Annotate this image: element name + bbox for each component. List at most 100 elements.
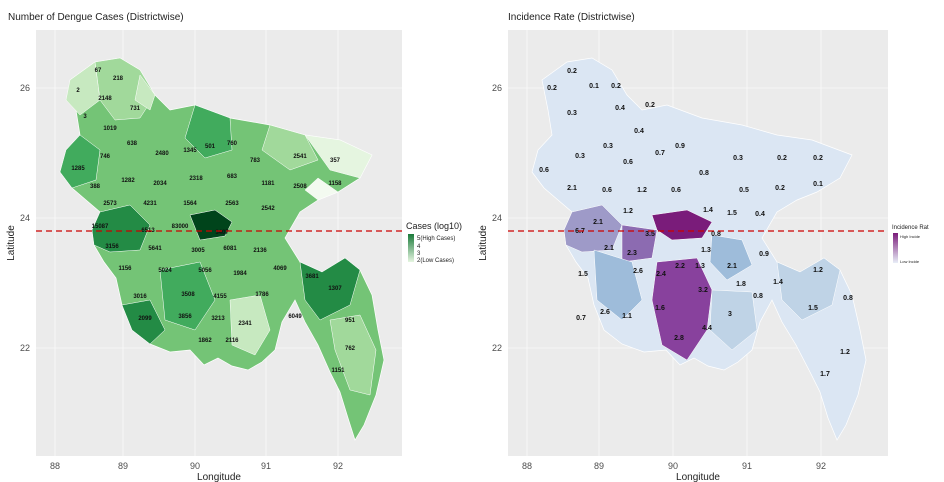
svg-text:731: 731 (130, 106, 141, 112)
left-y-ticks: 26 24 22 (20, 83, 30, 353)
svg-text:388: 388 (90, 184, 101, 190)
svg-text:2480: 2480 (155, 151, 169, 157)
svg-text:2116: 2116 (225, 338, 239, 344)
svg-text:3005: 3005 (191, 248, 205, 254)
svg-text:0.3: 0.3 (575, 153, 585, 160)
svg-text:0.2: 0.2 (547, 85, 557, 92)
svg-text:1285: 1285 (71, 166, 85, 172)
right-legend: Incidence Rat High Incide Low Incide (892, 225, 929, 264)
svg-text:0.6: 0.6 (539, 167, 549, 174)
right-map-svg: 0.2 0.2 0.1 0.2 0.3 0.4 0.2 0.4 0.3 0.7 … (478, 30, 929, 482)
svg-text:2034: 2034 (153, 181, 167, 187)
left-legend-title: Cases (log10) (406, 221, 462, 231)
svg-text:5024: 5024 (158, 268, 172, 274)
right-map-district-labels: 0.2 0.2 0.1 0.2 0.3 0.4 0.2 0.4 0.3 0.7 … (539, 68, 853, 378)
svg-text:951: 951 (345, 318, 356, 324)
svg-text:2542: 2542 (261, 206, 275, 212)
svg-text:1.3: 1.3 (701, 247, 711, 254)
svg-text:1.5: 1.5 (808, 305, 818, 312)
svg-text:2318: 2318 (189, 176, 203, 182)
svg-text:22: 22 (492, 343, 502, 353)
right-x-ticks: 88 89 90 91 92 (522, 461, 826, 471)
svg-text:3156: 3156 (105, 244, 119, 250)
right-y-axis-label: Latitude (478, 225, 489, 261)
svg-text:6081: 6081 (223, 246, 237, 252)
svg-text:3016: 3016 (133, 294, 147, 300)
svg-text:0.4: 0.4 (755, 211, 765, 218)
svg-text:0.2: 0.2 (775, 185, 785, 192)
svg-text:0.3: 0.3 (603, 143, 613, 150)
svg-text:90: 90 (668, 461, 678, 471)
svg-text:1345: 1345 (183, 148, 197, 154)
left-legend: Cases (log10) 5(High Cases) 4 3 2(Low Ca… (406, 221, 462, 264)
svg-text:501: 501 (205, 144, 216, 150)
svg-text:0.2: 0.2 (567, 68, 577, 75)
svg-text:0.3: 0.3 (733, 155, 743, 162)
svg-text:2.2: 2.2 (675, 263, 685, 270)
svg-text:0.4: 0.4 (634, 128, 644, 135)
svg-text:0.8: 0.8 (843, 295, 853, 302)
svg-text:1.3: 1.3 (695, 263, 705, 270)
svg-text:4: 4 (417, 244, 421, 250)
svg-text:1.4: 1.4 (773, 279, 783, 286)
svg-text:2: 2 (76, 88, 80, 94)
svg-text:2508: 2508 (293, 184, 307, 190)
svg-text:2099: 2099 (138, 316, 152, 322)
svg-text:783: 783 (250, 158, 261, 164)
svg-text:1282: 1282 (121, 178, 135, 184)
svg-text:2.4: 2.4 (656, 271, 666, 278)
svg-text:1.1: 1.1 (622, 313, 632, 320)
svg-text:357: 357 (330, 158, 341, 164)
svg-text:1151: 1151 (331, 368, 345, 374)
svg-text:1.8: 1.8 (736, 281, 746, 288)
svg-text:24: 24 (20, 213, 30, 223)
svg-text:3407: 3407 (215, 230, 229, 236)
svg-text:1.2: 1.2 (813, 267, 823, 274)
svg-text:3856: 3856 (178, 314, 192, 320)
svg-text:89: 89 (118, 461, 128, 471)
svg-text:2.6: 2.6 (600, 309, 610, 316)
svg-text:2.3: 2.3 (627, 250, 637, 257)
svg-text:1.7: 1.7 (820, 371, 830, 378)
svg-text:4069: 4069 (273, 266, 287, 272)
svg-text:1.4: 1.4 (703, 207, 713, 214)
svg-text:3: 3 (728, 311, 732, 318)
left-y-axis-label: Latitude (6, 225, 17, 261)
svg-text:26: 26 (492, 83, 502, 93)
svg-text:0.4: 0.4 (615, 105, 625, 112)
svg-text:91: 91 (261, 461, 271, 471)
svg-text:1.2: 1.2 (637, 187, 647, 194)
svg-text:88: 88 (522, 461, 532, 471)
svg-text:Low Incide: Low Incide (900, 259, 920, 264)
right-map-panel: Incidence Rate (Districtwise) 0.2 0.2 0.… (472, 0, 944, 482)
svg-text:5641: 5641 (148, 246, 162, 252)
right-x-axis-label: Longitude (676, 472, 720, 482)
svg-text:1.6: 1.6 (655, 305, 665, 312)
svg-text:88: 88 (50, 461, 60, 471)
svg-text:0.5: 0.5 (739, 187, 749, 194)
svg-text:4.4: 4.4 (702, 325, 712, 332)
svg-text:3508: 3508 (181, 292, 195, 298)
svg-text:762: 762 (345, 346, 356, 352)
svg-text:1.5: 1.5 (578, 271, 588, 278)
svg-text:92: 92 (816, 461, 826, 471)
svg-text:67: 67 (95, 68, 102, 74)
svg-text:2341: 2341 (238, 321, 252, 327)
svg-text:0.6: 0.6 (623, 159, 633, 166)
right-legend-title: Incidence Rat (892, 225, 929, 231)
svg-text:683: 683 (227, 174, 238, 180)
svg-text:89: 89 (594, 461, 604, 471)
svg-text:2573: 2573 (103, 201, 117, 207)
svg-text:0.2: 0.2 (611, 83, 621, 90)
svg-text:746: 746 (100, 154, 111, 160)
svg-text:0.9: 0.9 (759, 251, 769, 258)
svg-text:0.1: 0.1 (589, 83, 599, 90)
left-map-panel: Number of Dengue Cases (Districtwise) (6, 12, 462, 482)
svg-text:2563: 2563 (225, 201, 239, 207)
right-legend-colorbar (893, 233, 898, 263)
svg-text:5(High Cases): 5(High Cases) (417, 236, 455, 242)
svg-text:638: 638 (127, 141, 138, 147)
left-x-axis-label: Longitude (197, 472, 241, 482)
left-x-ticks: 88 89 90 91 92 (50, 461, 343, 471)
